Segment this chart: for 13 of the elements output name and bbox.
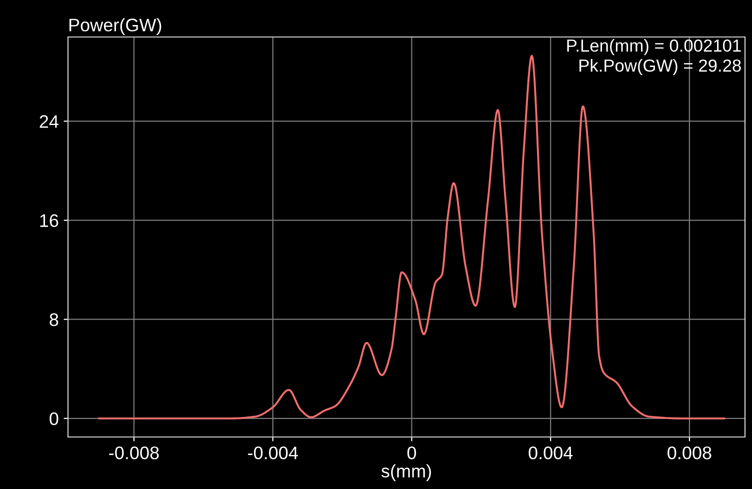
y-tick-label: 16 [40,214,58,227]
x-tick-label: 0 [407,446,416,460]
x-tick-label: -0.004 [248,446,298,460]
y-axis-title: Power(GW) [69,18,162,35]
x-tick-label: 0.008 [668,446,712,460]
x-axis-title: s(mm) [381,464,431,482]
y-tick-label: 24 [40,115,58,128]
x-tick-label: -0.008 [109,446,159,460]
x-tick-label: 0.004 [528,446,573,460]
annotation: P.Len(mm) = 0.002101 [567,39,741,56]
y-tick-label: 8 [50,313,58,326]
y-tick-label: 0 [50,412,58,426]
annotation: Pk.Pow(GW) = 29.28 [580,59,741,76]
